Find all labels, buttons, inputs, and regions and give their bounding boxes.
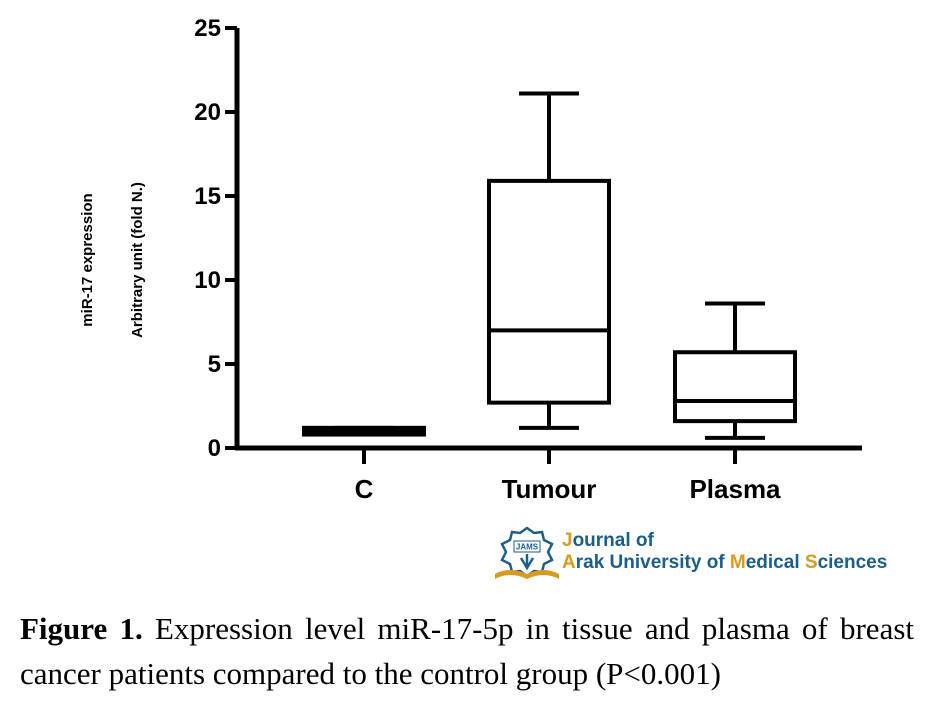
iqr-box (487, 178, 611, 405)
x-category-label: Tumour (502, 474, 597, 504)
journal-name-line-1: Journal of (562, 530, 654, 551)
y-axis-label-line-1: miR-17 expression (79, 193, 96, 326)
journal-logo: JAMS Journal of Arak University of Medic… (492, 524, 932, 584)
journal-name: Journal of Arak University of Medical Sc… (562, 530, 887, 574)
journal-part-4: edical (745, 552, 805, 573)
y-axis-label-line-2: Arbitrary unit (fold N.) (129, 182, 146, 338)
journal-part-2: rak University of (575, 552, 730, 573)
y-tick-label: 25 (194, 15, 221, 42)
y-tick-label: 15 (194, 183, 221, 210)
iqr-box (673, 350, 797, 424)
figure-caption-text: Expression level miR-17-5p in tissue and… (20, 611, 915, 691)
x-category-label: C (355, 474, 374, 504)
box-plasma (673, 301, 797, 440)
journal-part-6: ciences (817, 552, 888, 573)
journal-part-3: M (729, 552, 746, 573)
journal-part-1: A (562, 552, 576, 573)
journal-name-line-2: Arak University of Medical Sciences (562, 552, 887, 574)
box-tumour (487, 91, 611, 430)
journal-part-5: S (804, 552, 818, 573)
journal-emblem-icon: JAMS (495, 526, 559, 579)
figure-label: Figure 1. (20, 611, 143, 646)
emblem-label: JAMS (516, 543, 539, 552)
y-tick-label: 20 (194, 99, 221, 126)
figure-caption: Figure 1. Expression level miR-17-5p in … (20, 606, 914, 696)
y-tick-label: 0 (208, 435, 221, 462)
box-c (302, 425, 426, 437)
y-tick-label: 10 (194, 267, 221, 294)
x-category-label: Plasma (689, 474, 781, 504)
box-plot-chart: 0 5 10 15 20 25 C Tumour Plasma miR-17 expressi… (79, 15, 862, 504)
y-tick-label: 5 (208, 351, 221, 378)
